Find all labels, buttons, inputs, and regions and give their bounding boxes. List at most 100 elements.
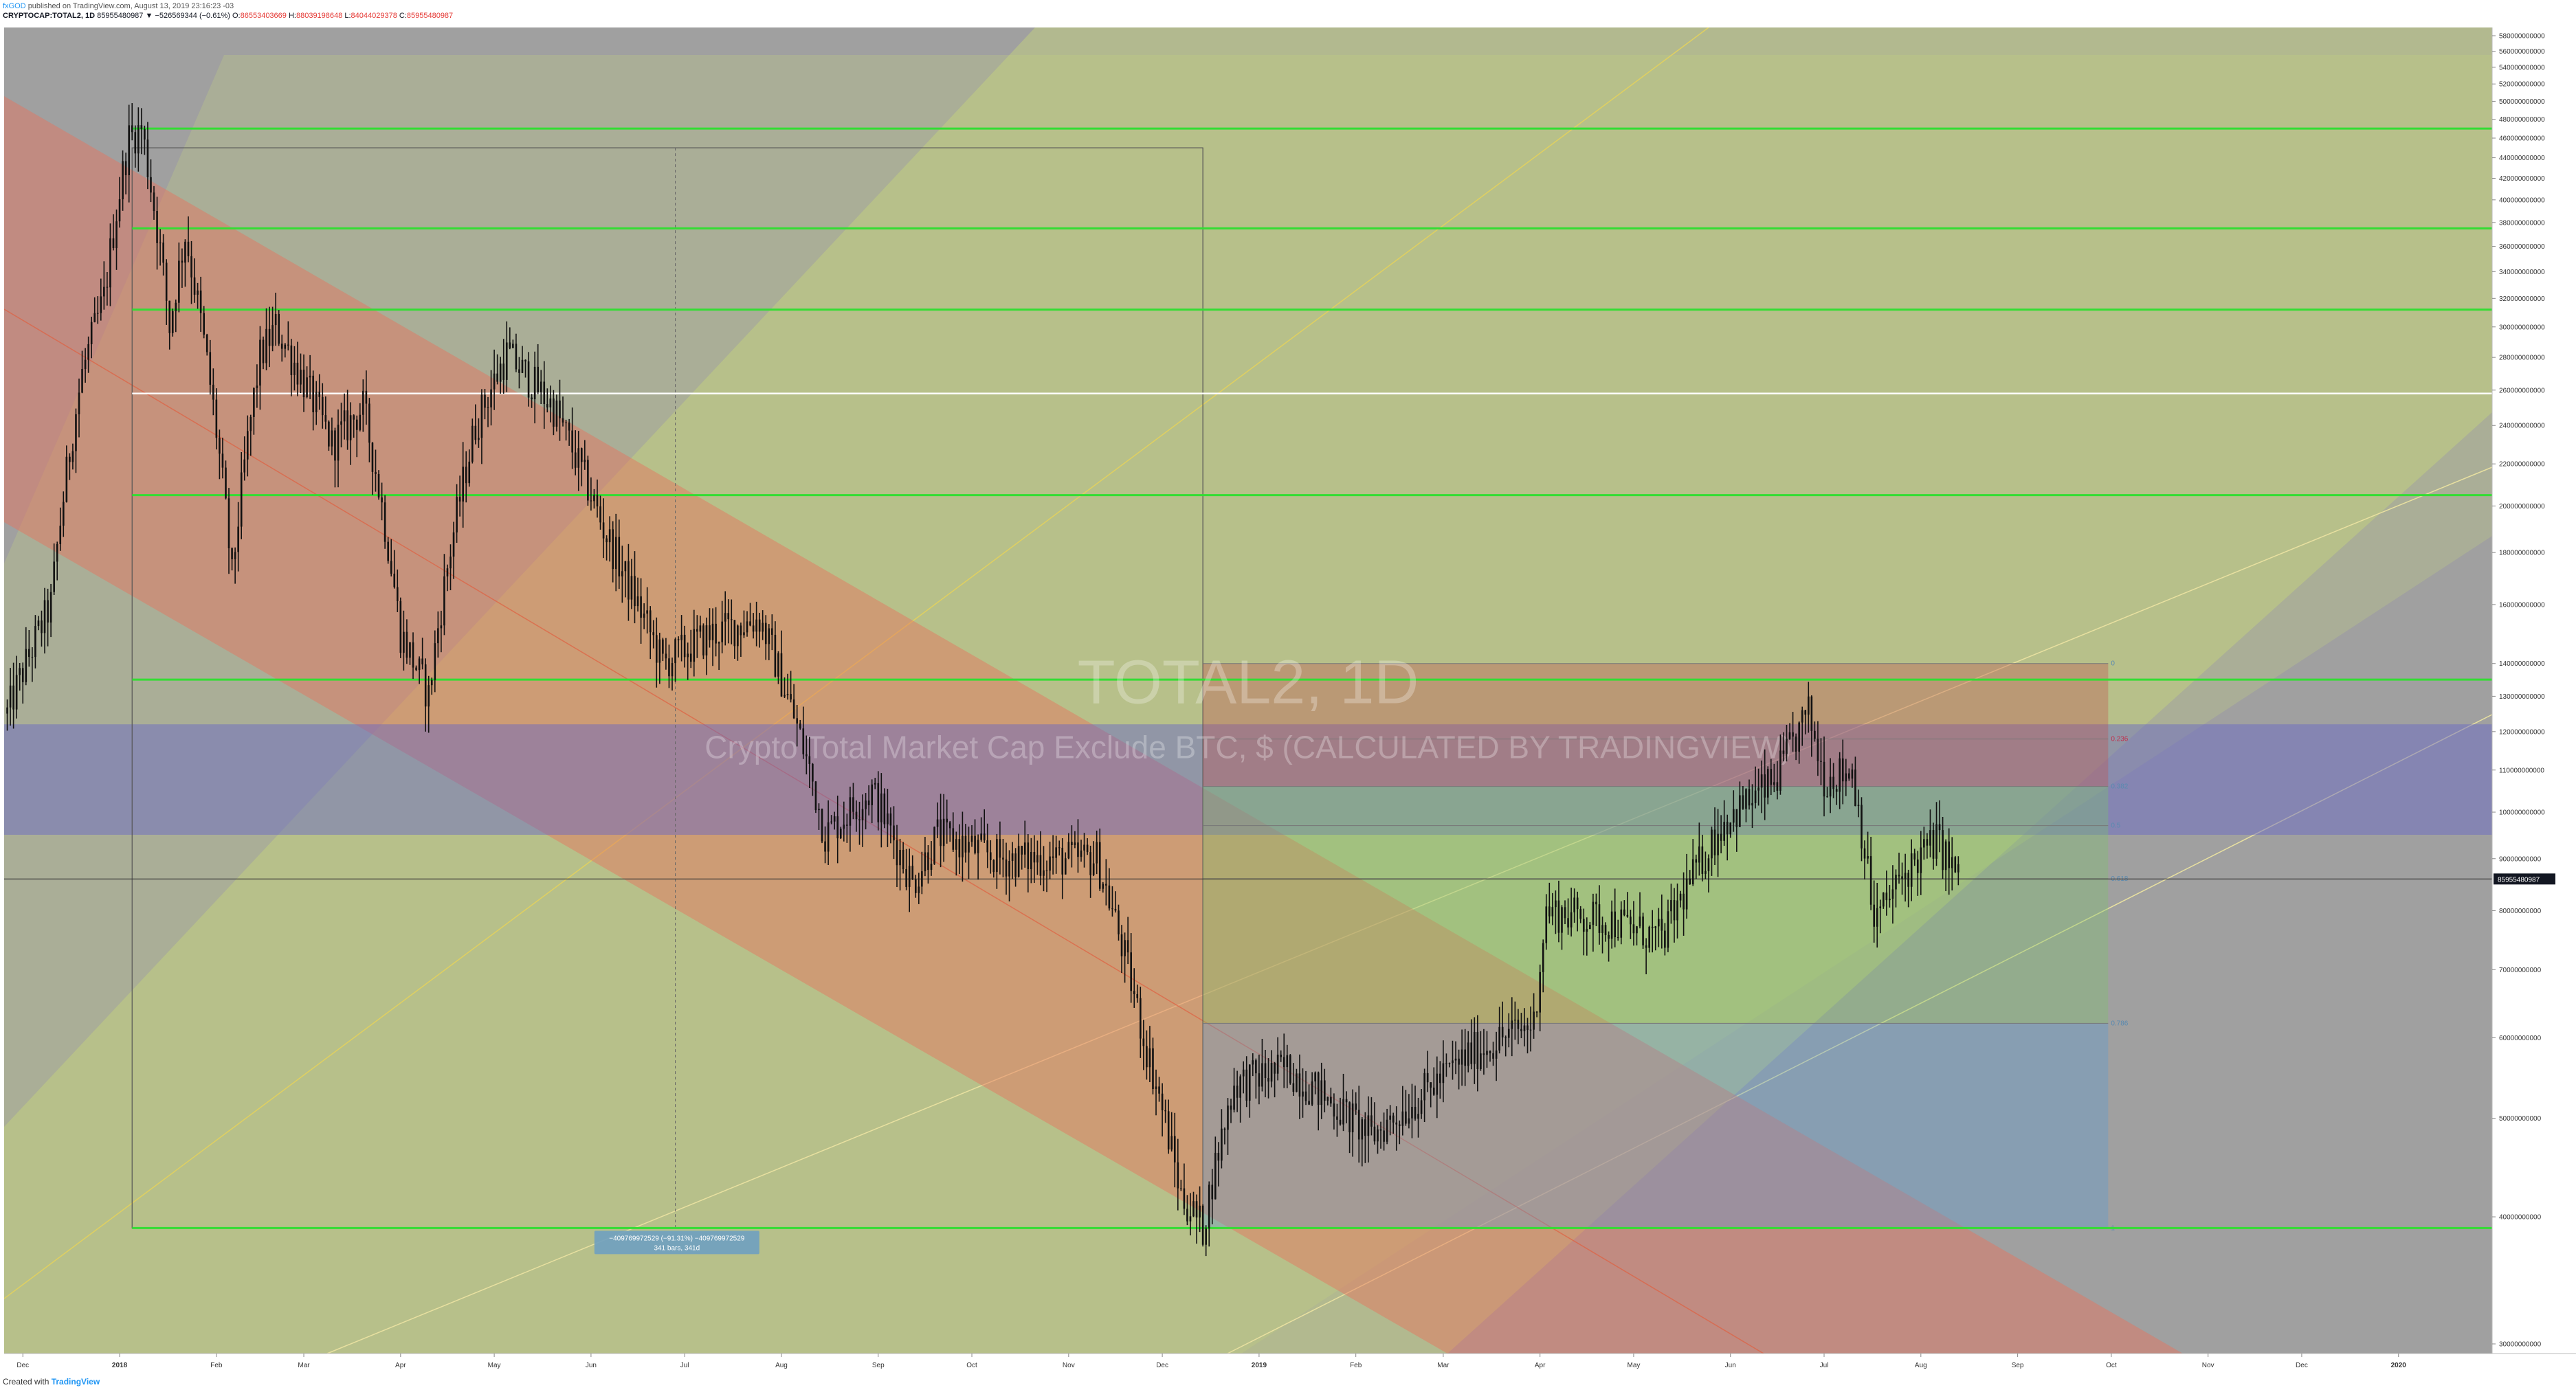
pitchfork-lower — [326, 467, 2493, 1354]
candle-body — [1392, 1115, 1395, 1123]
candle-body — [1573, 897, 1575, 912]
candle-body — [921, 871, 923, 887]
candle-body — [1067, 842, 1070, 859]
candle-body — [1929, 830, 1931, 846]
candle-body — [1717, 833, 1719, 855]
candle-body — [1379, 1129, 1382, 1131]
candle-body — [733, 620, 736, 647]
candle-body — [1420, 1100, 1423, 1114]
author-name[interactable]: fxGOD — [3, 2, 26, 10]
candle-body — [84, 359, 87, 370]
candle-body — [555, 400, 558, 427]
candle-body — [259, 339, 261, 386]
candle-body — [458, 497, 461, 502]
candle-body — [240, 472, 243, 527]
candle-body — [1064, 858, 1067, 875]
candle-body — [71, 451, 74, 462]
candle-body — [1829, 776, 1832, 797]
candle-body — [905, 869, 907, 887]
candle-body — [109, 238, 111, 288]
candle-body — [437, 628, 439, 644]
pitchfork-band-inner — [4, 55, 2492, 1354]
candle-body — [1317, 1072, 1320, 1105]
candle-body — [893, 825, 895, 841]
candle-body — [1296, 1073, 1298, 1092]
candle-body — [1364, 1119, 1366, 1136]
candle-body — [902, 850, 904, 870]
candle-body — [1920, 847, 1922, 873]
candle-body — [996, 839, 998, 873]
candle-body — [1105, 884, 1107, 886]
candle-body — [924, 852, 926, 872]
time-tick-label: Apr — [395, 1362, 406, 1369]
candle-body — [480, 394, 483, 438]
candle-body — [1164, 1110, 1166, 1112]
candle-body — [21, 668, 24, 682]
candle-body — [1595, 901, 1597, 905]
candle-body — [1626, 914, 1629, 917]
candle-body — [1788, 732, 1791, 739]
price-tick-label: 40000000000 — [2499, 1214, 2542, 1222]
candle-body — [449, 557, 452, 569]
candle-body — [312, 375, 314, 413]
publish-info: fxGOD published on TradingView.com, Augu… — [3, 1, 453, 11]
candle-body — [505, 342, 508, 380]
candle-body — [1314, 1072, 1316, 1081]
fib-label: 0.382 — [2111, 783, 2128, 791]
time-tick-label: Mar — [1437, 1362, 1450, 1369]
candle-body — [1501, 1026, 1504, 1037]
candle-body — [1495, 1050, 1498, 1059]
time-tick-label: Nov — [1063, 1362, 1075, 1369]
candle-body — [683, 634, 686, 658]
candle-body — [1598, 904, 1601, 933]
candle-body — [790, 694, 792, 700]
candle-body — [1698, 846, 1700, 863]
candle-body — [1461, 1049, 1463, 1065]
candle-body — [843, 824, 845, 829]
candle-body — [1798, 722, 1800, 752]
candle-body — [1432, 1087, 1435, 1095]
candle-body — [1089, 852, 1091, 875]
candle-body — [812, 763, 814, 782]
candle-body — [1913, 853, 1916, 860]
candle-body — [487, 407, 489, 408]
candle-body — [1823, 761, 1825, 797]
candle-body — [181, 260, 184, 263]
price-tick-label: 70000000000 — [2499, 967, 2542, 974]
candle-body — [412, 642, 414, 668]
publish-text: published on TradingView.com, August 13,… — [27, 2, 234, 10]
candle-body — [1539, 972, 1541, 1013]
candle-body — [440, 625, 443, 629]
candle-body — [346, 410, 348, 440]
candle-body — [1492, 1053, 1494, 1059]
candle-body — [1845, 773, 1847, 782]
candle-body — [827, 822, 830, 852]
candle-body — [1689, 878, 1691, 884]
candle-body — [1620, 909, 1623, 938]
time-tick-label: Jul — [1820, 1362, 1829, 1369]
candle-body — [533, 366, 536, 400]
candle-body — [1742, 795, 1744, 809]
candle-body — [1118, 910, 1120, 934]
candle-body — [1779, 750, 1781, 791]
tradingview-logo[interactable]: TradingView — [51, 1377, 100, 1387]
candle-body — [599, 506, 601, 523]
candle-body — [1867, 856, 1869, 859]
candle-body — [15, 675, 18, 710]
candles-layer — [6, 103, 1959, 1257]
candle-body — [1386, 1119, 1388, 1142]
time-tick-label: 2020 — [2391, 1362, 2407, 1369]
candle-body — [1158, 1086, 1160, 1094]
price-tick-label: 500000000000 — [2499, 98, 2545, 106]
candle-body — [518, 369, 520, 373]
candle-body — [1685, 878, 1688, 910]
candle-body — [90, 322, 93, 344]
candle-body — [1673, 900, 1676, 921]
candle-body — [531, 397, 533, 400]
candle-body — [1891, 889, 1894, 899]
candle-body — [1008, 861, 1010, 877]
candle-body — [1938, 824, 1941, 831]
channel-midline — [4, 308, 1764, 1354]
